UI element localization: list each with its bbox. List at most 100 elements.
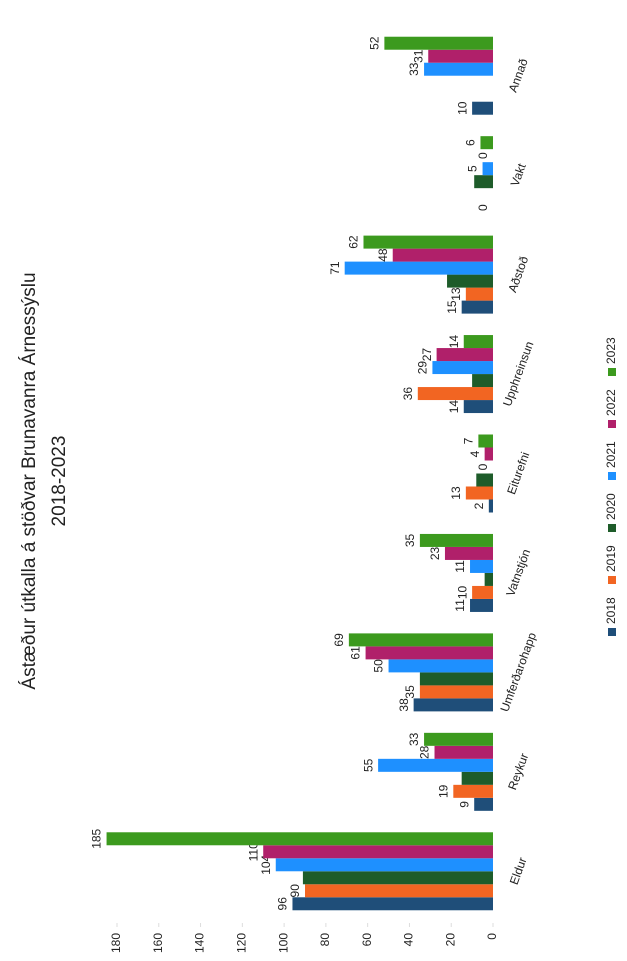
- bar: [106, 832, 494, 846]
- x-tick-label: Umferðarohapp: [497, 630, 539, 713]
- bar: [363, 235, 493, 249]
- bar: [292, 897, 494, 911]
- bar: [463, 335, 493, 349]
- value-label: 14: [447, 335, 461, 349]
- x-tick-label: Aðstoð: [505, 254, 531, 294]
- chart-title: Ástæður útkalla á stöðvar Brunavanra Árn…: [19, 272, 40, 689]
- value-label: 10: [455, 101, 469, 115]
- value-label: 33: [407, 732, 421, 746]
- bar: [474, 797, 494, 811]
- y-tick-label: 0: [485, 933, 499, 940]
- legend-swatch: [608, 524, 616, 532]
- value-label: 13: [449, 287, 463, 301]
- bar: [388, 659, 493, 673]
- bar: [472, 374, 494, 388]
- legend-label: 2020: [604, 493, 618, 520]
- bar: [480, 136, 494, 150]
- bar: [484, 572, 493, 586]
- bar: [472, 101, 494, 115]
- value-label: 35: [403, 685, 417, 699]
- value-label: 71: [328, 261, 342, 275]
- bar: [275, 858, 493, 872]
- bar: [472, 585, 494, 599]
- bar: [470, 598, 493, 612]
- x-tick-label: Eldur: [507, 855, 530, 886]
- bar: [263, 845, 493, 859]
- x-tick-label: Reykur: [505, 751, 531, 792]
- value-label: 0: [476, 204, 490, 211]
- value-label: 36: [401, 387, 415, 401]
- bar: [470, 559, 493, 573]
- value-label: 90: [288, 884, 302, 898]
- value-label: 28: [418, 745, 432, 759]
- bar: [465, 486, 494, 500]
- bar: [378, 758, 493, 772]
- bar: [474, 175, 494, 189]
- value-label: 55: [361, 758, 375, 772]
- y-tick-label: 120: [235, 933, 249, 953]
- bar: [384, 36, 493, 50]
- y-tick-label: 60: [360, 933, 374, 947]
- y-tick-label: 160: [151, 933, 165, 953]
- bar: [463, 400, 493, 414]
- y-tick-label: 80: [318, 933, 332, 947]
- legend-swatch: [608, 420, 616, 428]
- value-label: 13: [449, 486, 463, 500]
- bar: [305, 884, 493, 898]
- bar: [461, 771, 493, 785]
- value-label: 2: [472, 502, 486, 509]
- bar: [484, 447, 493, 461]
- value-label: 185: [90, 828, 104, 848]
- y-tick-label: 100: [276, 933, 290, 953]
- bar: [365, 646, 494, 660]
- bar: [419, 685, 493, 699]
- value-label: 38: [397, 698, 411, 712]
- value-label: 31: [411, 49, 425, 63]
- bar: [478, 434, 493, 448]
- value-label: 62: [347, 235, 361, 249]
- x-tick-label: Upphreinsun: [500, 339, 536, 408]
- value-label: 48: [376, 248, 390, 262]
- bar: [392, 248, 494, 262]
- bar: [476, 473, 493, 487]
- value-label: 19: [436, 784, 450, 798]
- bar: [424, 62, 494, 76]
- value-label: 0: [476, 152, 490, 159]
- bar: [444, 546, 494, 560]
- value-label: 52: [368, 36, 382, 50]
- bar: [419, 533, 493, 547]
- value-label: 33: [407, 62, 421, 76]
- bar: [461, 300, 493, 314]
- chart-subtitle: 2018-2023: [49, 436, 70, 527]
- legend-swatch: [608, 368, 616, 376]
- bar: [465, 287, 494, 301]
- legend-label: 2021: [604, 441, 618, 468]
- x-tick-label: Vakt: [508, 161, 529, 188]
- legend-label: 2018: [604, 597, 618, 624]
- bar: [428, 49, 493, 63]
- value-label: 110: [246, 842, 260, 861]
- x-tick-label: Vatnstjón: [503, 547, 533, 598]
- legend-swatch: [608, 472, 616, 480]
- bar: [413, 698, 493, 712]
- bar: [348, 633, 493, 647]
- value-label: 7: [462, 437, 476, 444]
- y-tick-label: 40: [402, 933, 416, 947]
- bar: [453, 784, 493, 798]
- value-label: 69: [332, 633, 346, 647]
- legend-label: 2019: [604, 545, 618, 572]
- bar: [434, 745, 493, 759]
- legend-swatch: [608, 576, 616, 584]
- value-label: 0: [476, 463, 490, 470]
- value-label: 96: [276, 897, 290, 911]
- bar: [344, 261, 494, 275]
- value-label: 50: [372, 659, 386, 673]
- legend-label: 2023: [604, 337, 618, 364]
- value-label: 14: [447, 400, 461, 414]
- value-label: 104: [259, 854, 273, 874]
- x-tick-label: Annað: [506, 56, 531, 94]
- value-label: 29: [416, 361, 430, 375]
- bar: [482, 162, 493, 176]
- y-tick-label: 180: [109, 933, 123, 953]
- bar: [432, 361, 493, 375]
